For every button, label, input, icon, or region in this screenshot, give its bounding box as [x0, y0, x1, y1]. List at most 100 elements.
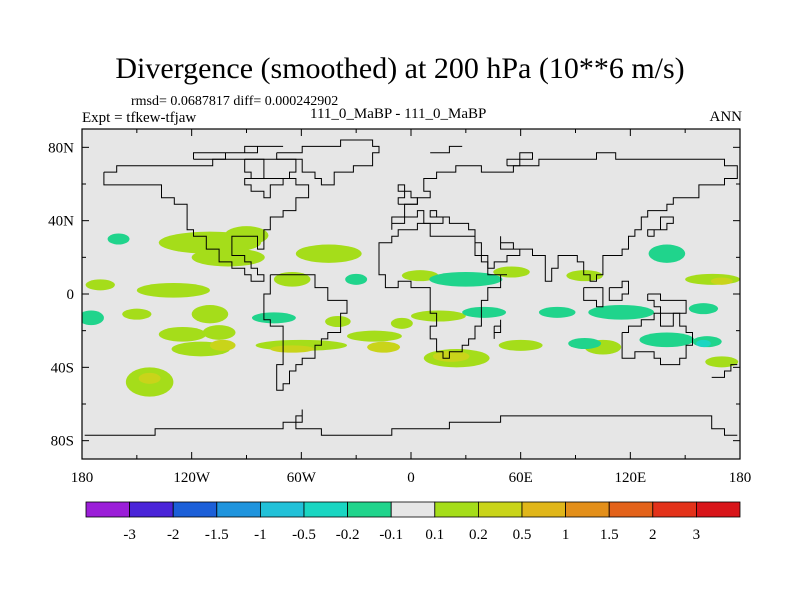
colorbar-swatch — [652, 501, 697, 518]
divergence-patch — [82, 310, 104, 326]
divergence-patch — [688, 303, 719, 315]
divergence-patch — [345, 273, 368, 285]
divergence-patch — [705, 356, 739, 368]
y-axis-ticks: 80N 40N 0 40S 80S — [48, 140, 740, 450]
coastline — [711, 364, 738, 378]
y-tick-label: 40N — [48, 214, 74, 230]
colorbar-swatch — [129, 501, 174, 518]
coastline — [193, 145, 284, 160]
coastline — [493, 319, 502, 339]
coastline — [506, 152, 533, 167]
x-tick-label: 120W — [173, 470, 211, 486]
coastline — [647, 216, 674, 237]
y-tick-label: 80N — [48, 140, 74, 156]
divergence-patch — [325, 316, 351, 327]
divergence-patch — [251, 312, 296, 324]
colorbar-label: 1 — [562, 527, 570, 543]
divergence-patch — [411, 310, 466, 322]
colorbar-label: -3 — [123, 527, 136, 543]
divergence-patch — [85, 279, 115, 291]
divergence-patch — [462, 306, 507, 318]
divergence-patch — [367, 341, 401, 353]
colorbar-label: -0.1 — [379, 527, 403, 543]
y-tick-label: 0 — [67, 287, 75, 303]
divergence-patch — [191, 248, 265, 267]
coastline — [647, 293, 687, 314]
experiment-label: Expt = tfkew-tfjaw — [82, 110, 197, 126]
colorbar-swatch — [303, 501, 348, 518]
coastline — [244, 158, 297, 179]
divergence-patch — [710, 277, 733, 285]
x-tick-label: 180 — [71, 470, 94, 486]
case-comparison-label: 111_0_MaBP - 111_0_MaBP — [310, 106, 487, 122]
coastline — [621, 312, 693, 366]
divergence-patch — [202, 325, 236, 340]
coastline — [391, 152, 738, 282]
divergence-patch — [270, 345, 315, 353]
divergence-patch — [498, 339, 543, 351]
colorbar-label: -0.5 — [292, 527, 316, 543]
y-tick-label: 80S — [51, 434, 74, 450]
colorbar-label: -2 — [167, 527, 180, 543]
divergence-field — [82, 226, 740, 397]
colorbar-label: 2 — [649, 527, 657, 543]
divergence-patch — [538, 306, 576, 318]
colorbar-label: 0.5 — [513, 527, 532, 543]
divergence-patch — [639, 332, 695, 348]
colorbar-swatch — [85, 501, 130, 518]
x-tick-label: 60E — [509, 470, 533, 486]
divergence-patch — [209, 339, 236, 351]
x-tick-label: 0 — [407, 470, 415, 486]
coastline — [276, 139, 380, 186]
colorbar-swatch — [172, 501, 218, 518]
coastline — [608, 280, 629, 301]
y-tick-label: 40S — [51, 360, 74, 376]
divergence-patch — [588, 305, 655, 320]
divergence-patch — [648, 244, 686, 263]
x-tick-label: 120E — [614, 470, 646, 486]
coastline — [397, 184, 418, 205]
colorbar-swatch — [434, 501, 479, 518]
divergence-patch — [224, 226, 269, 245]
colorbar-swatch — [696, 501, 741, 518]
x-axis-ticks: 180 120W 60W 0 60E 120E 180 — [71, 129, 751, 486]
divergence-patch — [136, 283, 210, 298]
colorbar-swatch — [390, 501, 436, 518]
colorbar-swatch — [216, 501, 261, 518]
colorbar-label: -1.5 — [205, 527, 229, 543]
colorbar-label: -0.2 — [336, 527, 360, 543]
divergence-patch — [401, 270, 439, 282]
divergence-patch — [138, 372, 161, 384]
x-tick-label: 60W — [287, 470, 317, 486]
chart-title: Divergence (smoothed) at 200 hPa (10**6 … — [115, 52, 685, 85]
colorbar-swatch — [521, 501, 566, 518]
coastline — [378, 222, 507, 359]
divergence-patch — [493, 266, 530, 278]
colorbar-label: 0.2 — [469, 527, 488, 543]
colorbar-label: 3 — [693, 527, 701, 543]
divergence-patch — [390, 317, 413, 329]
coastline — [583, 287, 604, 308]
coastline — [263, 274, 348, 391]
divergence-patch — [107, 233, 130, 245]
colorbar-swatch — [608, 501, 654, 518]
divergence-patch — [122, 308, 152, 320]
coastline — [430, 145, 463, 154]
divergence-patch — [432, 350, 470, 362]
colorbar: -3 -2 -1.5 -1 -0.5 -0.2 -0.1 0.1 0.2 0.5 1 1.5 2 3 — [85, 501, 741, 543]
divergence-patch — [295, 244, 362, 263]
divergence-patch — [566, 270, 603, 282]
coastlines — [84, 139, 738, 436]
divergence-patch — [429, 272, 503, 287]
colorbar-swatch — [565, 501, 610, 518]
coastline — [84, 409, 738, 436]
colorbar-label: 1.5 — [600, 527, 619, 543]
stats-label: rmsd= 0.0687817 diff= 0.000242902 — [131, 94, 339, 109]
divergence-patch — [158, 327, 207, 342]
colorbar-swatch — [477, 501, 523, 518]
divergence-patch — [191, 305, 229, 324]
colorbar-swatch — [259, 501, 305, 518]
colorbar-label: 0.1 — [425, 527, 444, 543]
divergence-patch — [568, 338, 602, 349]
